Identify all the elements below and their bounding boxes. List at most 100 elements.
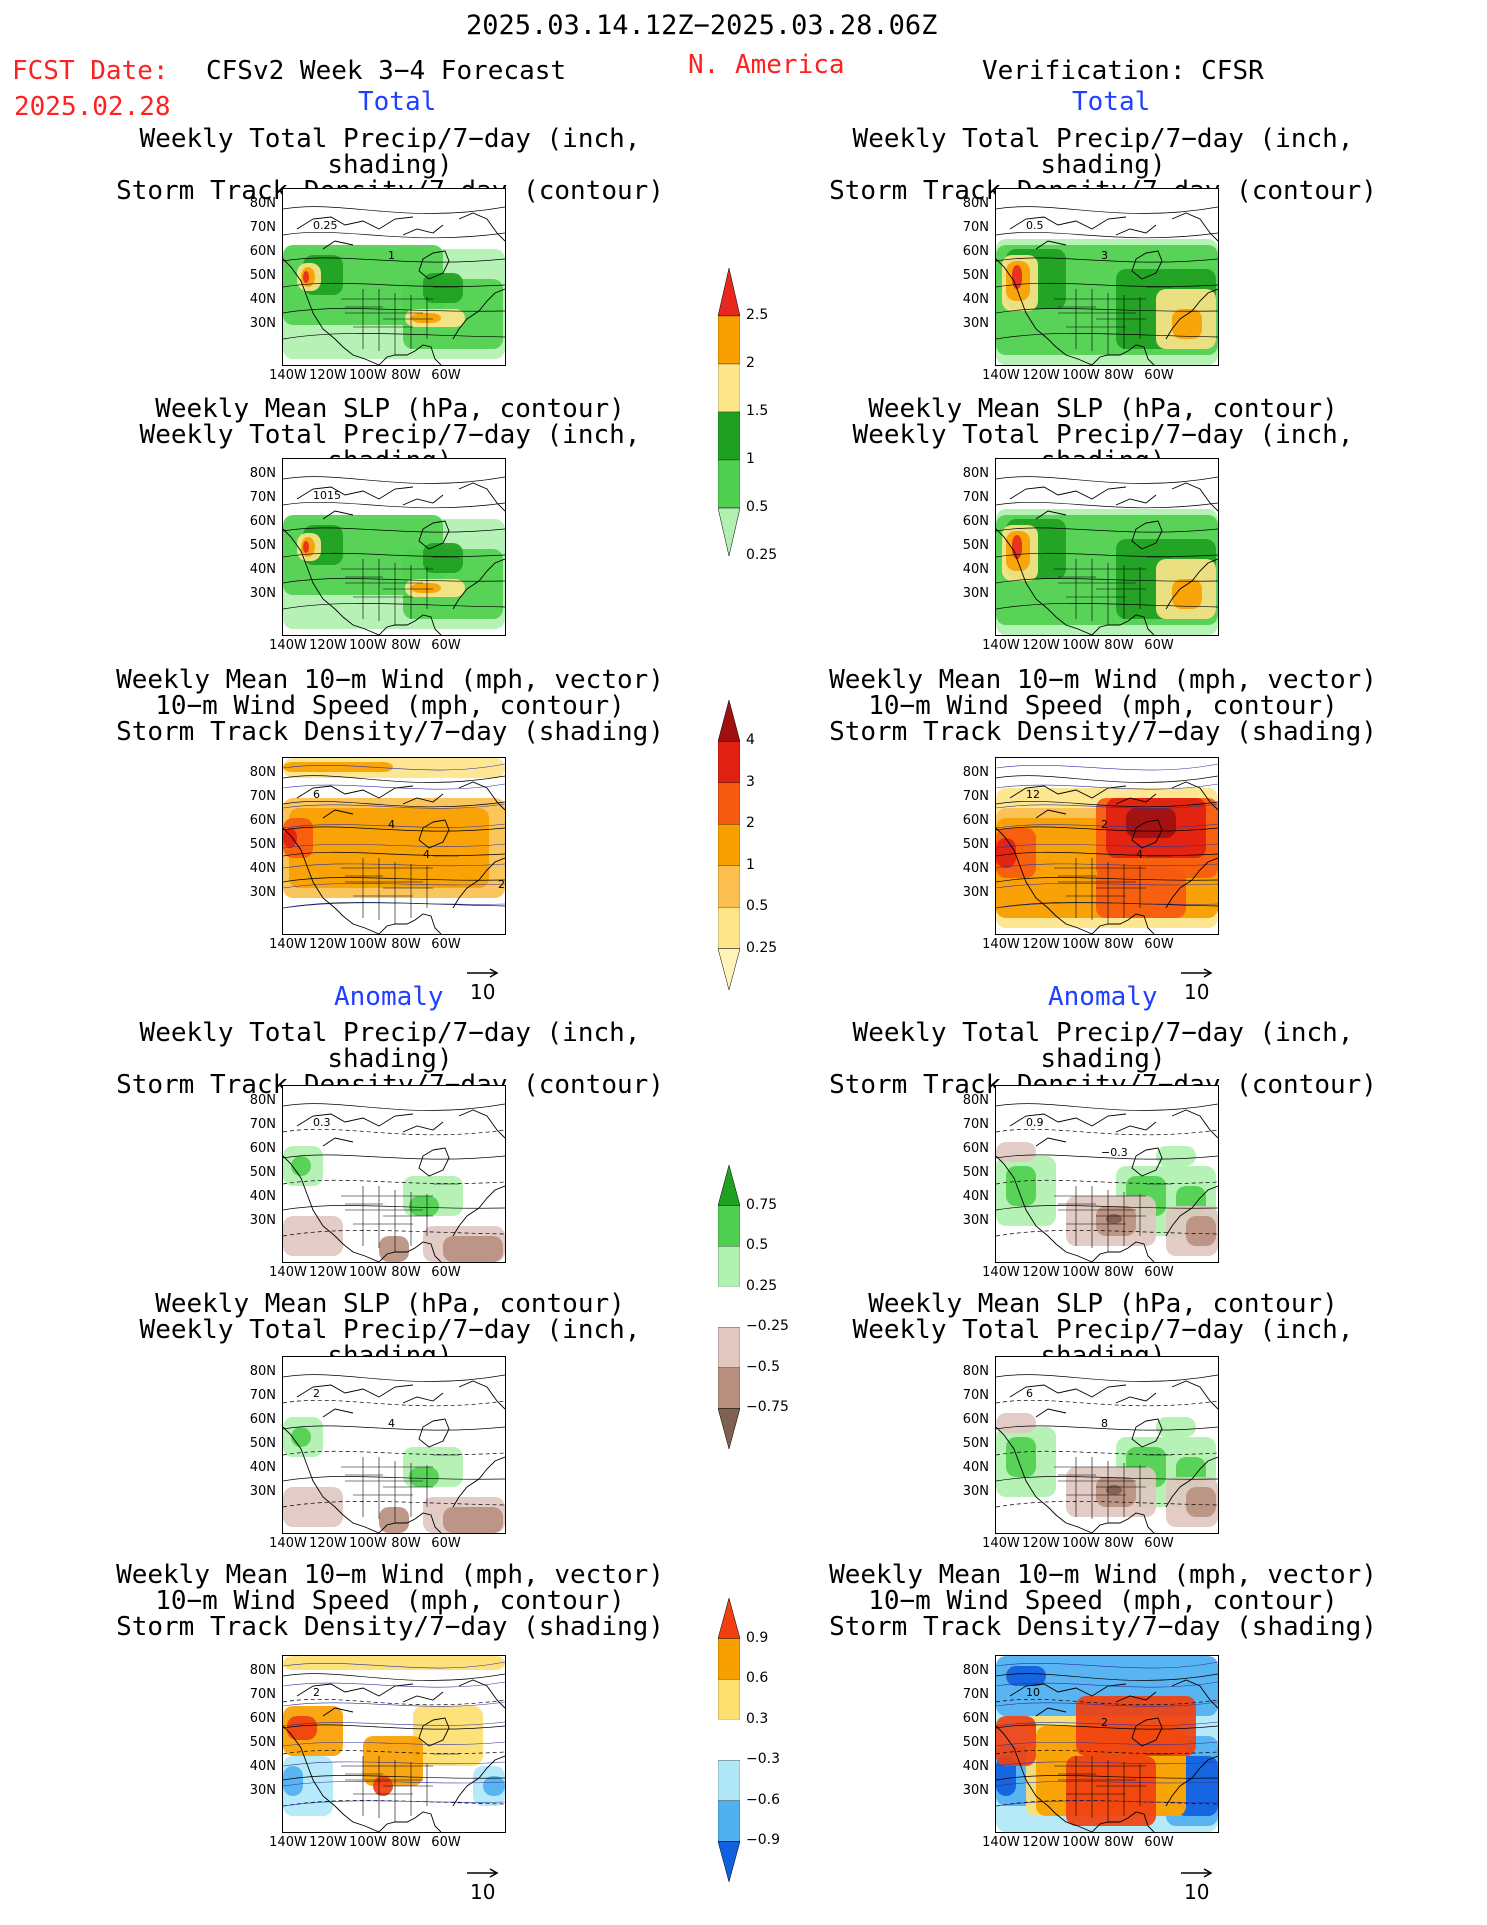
lon-tick-label: 120W (309, 1835, 347, 1850)
contour-line (996, 902, 1218, 909)
shaded-region (411, 313, 441, 323)
lat-tick-label: 50N (962, 1436, 989, 1451)
wind-speed-contour (283, 823, 505, 829)
state-boundaries (1054, 1454, 1172, 1523)
contour-line (283, 1205, 505, 1211)
contour-line (283, 1749, 505, 1755)
title-line: Storm Track Density/7−day (shading) (829, 717, 1377, 747)
map-fc-anom-wind: 2 (282, 1655, 506, 1833)
colorbar-label: 0.3 (746, 1710, 769, 1727)
lon-tick-label: 100W (349, 1835, 387, 1850)
colorbar-label: 2 (746, 815, 755, 832)
lon-tick-label: 60W (1144, 1835, 1174, 1850)
vector-ref-value: 10 (1184, 1880, 1210, 1904)
colorbar-strip (717, 267, 741, 557)
wind-speed-contour (283, 1721, 505, 1727)
lon-tick-label: 100W (349, 368, 387, 383)
lat-tick-label: 40N (962, 1759, 989, 1774)
contour-line (996, 1230, 1218, 1237)
contour-line (283, 1800, 505, 1807)
map-vr-total-precip: 0.5 3 (995, 188, 1219, 366)
title-line: Weekly Mean 10−m Wind (mph, vector) (829, 1560, 1377, 1590)
colorbar-label: 0.25 (746, 939, 778, 956)
colorbar-label: 0.75 (746, 1196, 778, 1213)
contour-line (283, 1128, 505, 1136)
wind-speed-contour (996, 783, 1218, 790)
lat-tick-label: 30N (249, 1213, 276, 1228)
lat-tick-label: 40N (249, 861, 276, 876)
lat-tick-label: 80N (249, 466, 276, 481)
coastline (283, 1380, 505, 1533)
vector-ref-value: 10 (1184, 980, 1210, 1004)
lat-tick-label: 60N (249, 1141, 276, 1156)
lon-tick-label: 120W (1022, 368, 1060, 383)
map-fc-anom-precip: 0.3 (282, 1085, 506, 1263)
shaded-region (443, 1507, 503, 1533)
map-canvas: 12 2 4 (996, 763, 1218, 934)
title-vr-anom-wind: Weekly Mean 10−m Wind (mph, vector) 10−m… (783, 1562, 1423, 1640)
coastline (283, 781, 505, 934)
section-anomaly-left: Anomaly (334, 982, 444, 1012)
lon-tick-label: 140W (269, 1265, 307, 1280)
wind-speed-contour (996, 1661, 1218, 1669)
title-vr-anom-slp: Weekly Mean SLP (hPa, contour) Weekly To… (783, 1291, 1423, 1369)
colorbar-swatch (717, 1245, 741, 1287)
lat-tick-label: 60N (962, 1711, 989, 1726)
contour-label: 2 (1101, 818, 1108, 831)
contour-line (996, 501, 1218, 509)
contour-line (283, 826, 505, 832)
lat-tick-label: 80N (962, 1093, 989, 1108)
lat-tick-label: 60N (249, 514, 276, 529)
shaded-region (289, 808, 489, 888)
wind-speed-contour (283, 843, 505, 849)
colorbar-label: −0.75 (746, 1399, 789, 1416)
contour-line (996, 1775, 1218, 1781)
contour-line (996, 231, 1218, 239)
lat-tick-label: 30N (249, 885, 276, 900)
lon-tick-label: 100W (349, 937, 387, 952)
wind-speed-contour (996, 1761, 1218, 1767)
contour-line (996, 527, 1218, 533)
shaded-region (291, 1427, 311, 1447)
lon-tick-label: 140W (982, 937, 1020, 952)
title-line: Weekly Total Precip/7−day (inch, shading… (852, 124, 1354, 180)
map-vr-total-wind: 12 2 4 (995, 757, 1219, 935)
wind-speed-contour (996, 902, 1218, 909)
state-boundaries (341, 556, 459, 625)
shaded-region (283, 762, 393, 772)
contour-label: 0.9 (1026, 1116, 1044, 1129)
lat-tick-label: 50N (249, 268, 276, 283)
map-vr-anom-wind: 10 2 (995, 1655, 1219, 1833)
wind-speed-contour (996, 823, 1218, 829)
map-vr-total-slp (995, 458, 1219, 636)
contour-label: 1 (388, 249, 395, 262)
map-canvas: 0.53 (996, 206, 1218, 365)
title-line: Storm Track Density/7−day (shading) (116, 1612, 664, 1642)
lon-tick-label: 140W (982, 368, 1020, 383)
map-canvas: 10 2 (996, 1656, 1218, 1832)
title-line: Weekly Mean SLP (hPa, contour) (155, 394, 625, 424)
contour-label: 12 (1026, 788, 1040, 801)
colorbar-strip (717, 1164, 741, 1450)
lat-tick-label: 70N (962, 220, 989, 235)
shaded-region (1006, 1666, 1046, 1686)
colorbar-swatch (718, 1286, 740, 1328)
coastline (996, 781, 1218, 934)
lat-tick-label: 50N (249, 1436, 276, 1451)
colorbar-swatch (717, 1760, 741, 1802)
state-boundaries (1054, 286, 1172, 355)
shaded-region (291, 1156, 311, 1176)
shaded-region (409, 1467, 439, 1487)
lat-tick-label: 70N (962, 789, 989, 804)
lat-tick-label: 70N (249, 1388, 276, 1403)
contour-line (283, 877, 505, 883)
colorbar-swatch (717, 1327, 741, 1369)
lat-tick-label: 70N (962, 490, 989, 505)
colorbar-swatch (717, 1841, 741, 1883)
shaded-region (409, 1196, 439, 1216)
title-line: Weekly Mean SLP (hPa, contour) (155, 1289, 625, 1319)
shaded-region (1096, 868, 1186, 918)
lon-tick-label: 80W (1104, 1265, 1134, 1280)
coastline (996, 212, 1218, 365)
shaded-region (413, 1706, 483, 1766)
